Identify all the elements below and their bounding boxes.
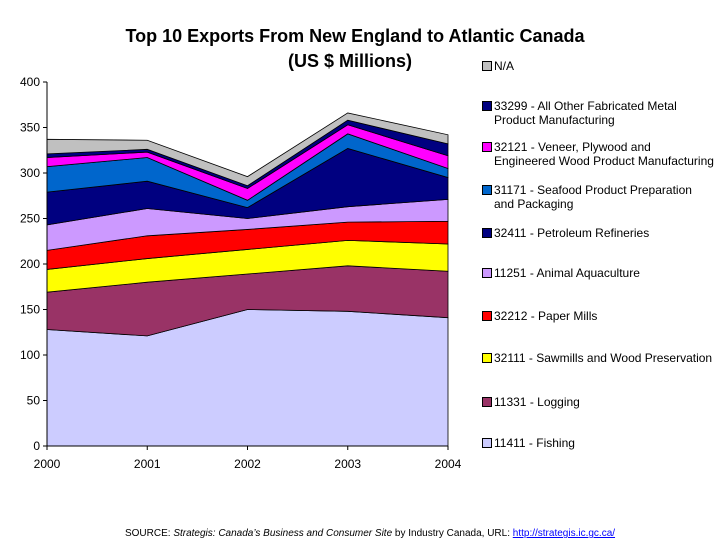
legend-label: 32121 - Veneer, Plywood and Engineered W…	[494, 140, 714, 168]
legend-label: 11251 - Animal Aquaculture	[494, 266, 640, 280]
legend-swatch	[482, 397, 492, 407]
legend-label: N/A	[494, 59, 515, 73]
source-url-link[interactable]: http://strategis.ic.gc.ca/	[512, 528, 616, 539]
y-tick-label: 400	[20, 75, 40, 89]
y-tick-label: 150	[20, 303, 40, 317]
y-tick-label: 200	[20, 257, 40, 271]
legend-swatch	[482, 268, 492, 278]
x-tick-label: 2002	[234, 457, 261, 471]
stacked-area-chart: 0 50 100 150 200 250 300 350 400 2000 2001 2002 2003…	[20, 75, 462, 471]
area-series-9	[46, 112, 449, 187]
y-tick-label: 250	[20, 212, 40, 226]
legend-label: 32111 - Sawmills and Wood Preservation	[494, 351, 713, 365]
legend-swatch	[482, 311, 492, 321]
legend-swatch	[482, 438, 492, 448]
source-note: SOURCE: Strategis: Canada’s Business and…	[0, 528, 720, 539]
legend-label: 32212 - Paper Mills	[494, 309, 598, 323]
y-tick-label: 300	[20, 166, 40, 180]
x-tick-label: 2003	[334, 457, 361, 471]
axes: 0 50 100 150 200 250 300 350 400 2000 2001 2002 2003…	[20, 75, 462, 471]
chart-title-line2: (US $ Millions)	[287, 51, 412, 71]
legend-swatch	[482, 185, 492, 195]
legend-label: 11411 - Fishing	[494, 436, 575, 450]
source-publication: Strategis: Canada’s Business and Consume…	[173, 528, 393, 539]
legend-swatch	[482, 353, 492, 363]
legend-label: 31171 - Seafood Product Preparation and …	[494, 183, 692, 211]
y-tick-label: 50	[27, 394, 41, 408]
source-prefix: SOURCE:	[124, 528, 174, 539]
legend-swatch	[482, 101, 492, 111]
source-middle: by Industry Canada, URL:	[392, 528, 513, 539]
legend-label: 11331 - Logging	[494, 395, 580, 409]
legend-label: 32411 - Petroleum Refineries	[494, 226, 650, 240]
legend-swatch	[482, 142, 492, 152]
y-tick-label: 0	[33, 439, 40, 453]
x-tick-label: 2004	[435, 457, 462, 471]
x-tick-label: 2001	[134, 457, 161, 471]
chart-title-line1: Top 10 Exports From New England to Atlan…	[125, 26, 585, 46]
area-layers	[46, 112, 449, 447]
legend-swatch	[482, 61, 492, 71]
y-tick-label: 100	[20, 348, 40, 362]
y-tick-label: 350	[20, 121, 40, 135]
legend-label: 33299 - All Other Fabricated Metal Produ…	[494, 99, 677, 127]
x-tick-label: 2000	[34, 457, 61, 471]
legend-swatch	[482, 228, 492, 238]
